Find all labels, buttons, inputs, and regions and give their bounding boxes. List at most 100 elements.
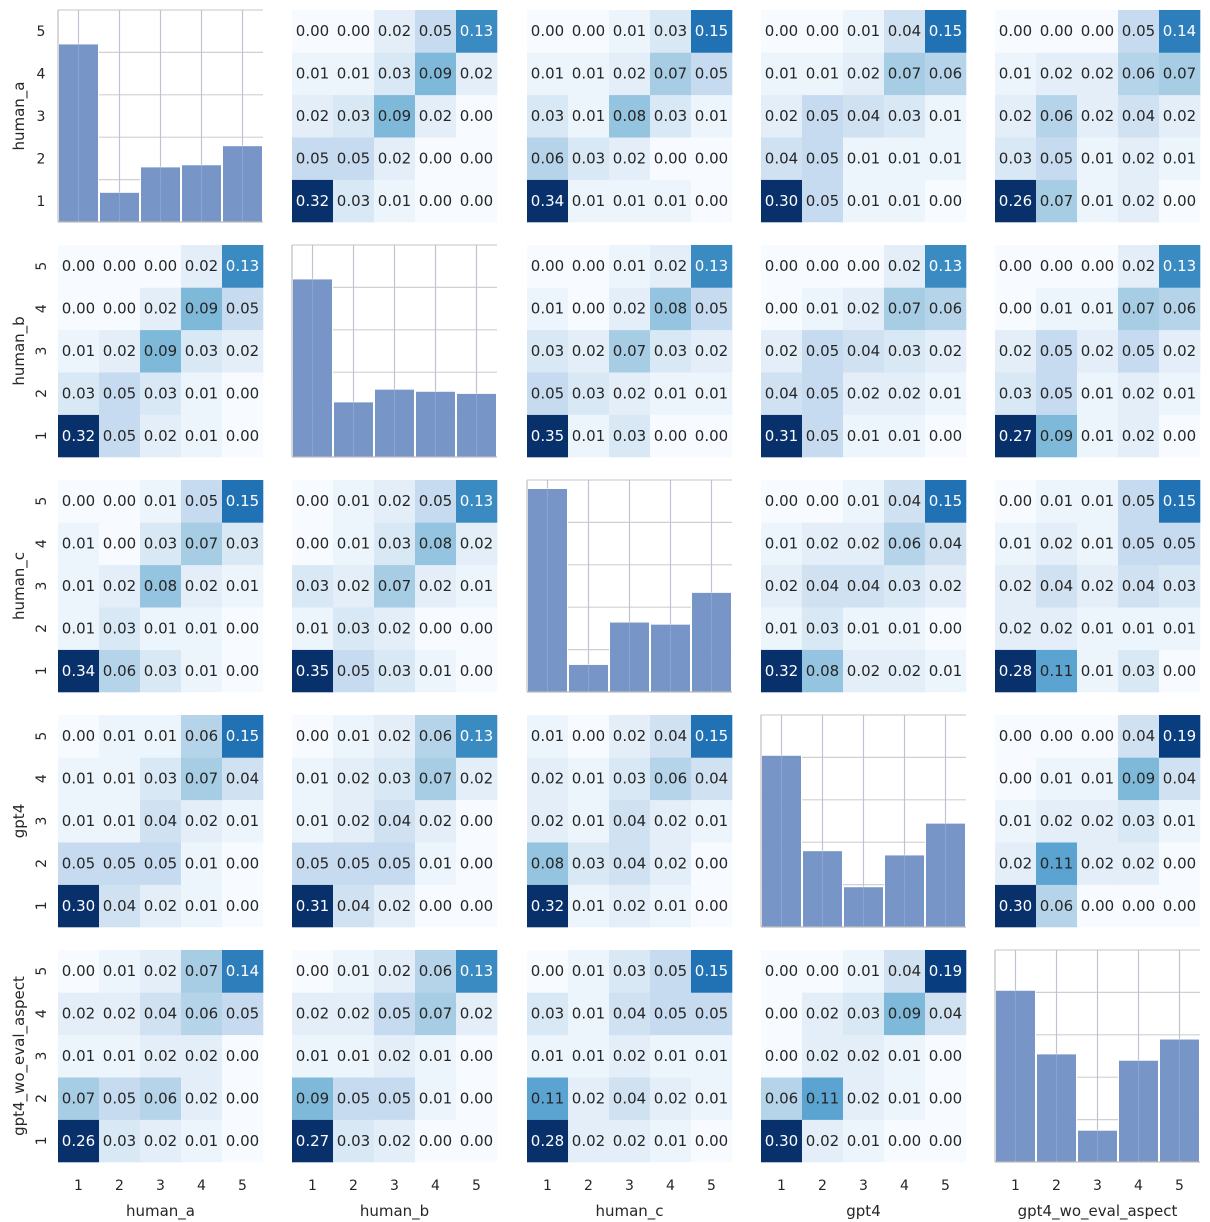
cell-value-label: 0.01 [572, 812, 605, 830]
cell-value-label: 0.00 [1081, 897, 1114, 915]
cell-value-label: 0.00 [460, 1132, 493, 1150]
heatmap-cell-2-4 [415, 1077, 457, 1120]
cell-value-label: 0.03 [888, 107, 921, 125]
heatmap-cell-4-2 [99, 992, 141, 1036]
cell-value-label: 0.00 [62, 492, 95, 510]
cell-value-label: 0.00 [226, 619, 259, 637]
heatmap-cell-3-3 [843, 1034, 885, 1078]
heatmap-cell-5-5 [1159, 10, 1201, 53]
cell-value-label: 0.00 [1163, 662, 1196, 680]
cell-value-label: 0.03 [999, 384, 1032, 402]
cell-value-label: 0.01 [1040, 770, 1073, 788]
heatmap-cell-4-2 [1036, 522, 1078, 566]
cell-value-label: 0.01 [296, 770, 329, 788]
heatmap-cell-1-1 [761, 1119, 803, 1163]
heatmap-cell-3-2 [99, 564, 141, 608]
heatmap-cell-1-2 [802, 179, 844, 223]
cell-value-label: 0.01 [337, 492, 370, 510]
cell-value-label: 0.01 [1081, 427, 1114, 445]
heatmap-cell-3-3 [140, 1034, 182, 1078]
cell-value-label: 0.05 [103, 1089, 136, 1107]
heatmap-cell-5-1 [527, 245, 569, 288]
heatmap-cell-3-2 [99, 799, 141, 843]
cell-value-label: 0.01 [572, 107, 605, 125]
cell-value-label: 0.05 [1040, 149, 1073, 167]
heatmap-cell-4-4 [415, 992, 457, 1036]
cell-value-label: 0.02 [695, 342, 728, 360]
cell-value-label: 0.01 [654, 1047, 687, 1065]
cell-value-label: 0.06 [1163, 300, 1196, 318]
heatmap-cell-2-5 [1159, 842, 1201, 885]
cell-value-label: 0.03 [654, 22, 687, 40]
heatmap-cell-5-1 [995, 715, 1037, 758]
x-tick-label: 2 [584, 1178, 593, 1194]
heatmap-cell-5-1 [58, 480, 100, 523]
heatmap-cell-4-5 [222, 757, 264, 801]
cell-value-label: 0.02 [888, 662, 921, 680]
cell-value-label: 0.01 [531, 1047, 564, 1065]
heatmap-cell-2-2 [802, 372, 844, 415]
heatmap-cell-4-2 [1036, 52, 1078, 96]
cell-value-label: 0.01 [337, 962, 370, 980]
cell-value-label: 0.03 [144, 662, 177, 680]
heatmap-cell-4-5 [456, 757, 498, 801]
heatmap-cell-3-5 [1159, 799, 1201, 843]
heatmap-cell-4-5 [456, 522, 498, 566]
cell-value-label: 0.03 [337, 619, 370, 637]
cell-value-label: 0.01 [531, 300, 564, 318]
cell-value-label: 0.28 [999, 662, 1032, 680]
cell-value-label: 0.00 [296, 535, 329, 553]
cell-value-label: 0.13 [226, 257, 259, 275]
heatmap-cell-3-1 [58, 1034, 100, 1078]
cell-value-label: 0.02 [1081, 107, 1114, 125]
heatmap-cell-2-5 [691, 842, 733, 885]
cell-value-label: 0.02 [378, 897, 411, 915]
panel-gpt4_wo_eval_aspect-vs-gpt4_wo_eval_aspect: 1 2 3 4 5 gpt4_wo_eval_aspect [994, 949, 1200, 1221]
cell-value-label: 0.02 [378, 22, 411, 40]
cell-value-label: 0.00 [929, 1089, 962, 1107]
heatmap-cell-2-1 [292, 1077, 334, 1120]
heatmap-cell-4-3 [374, 522, 416, 566]
cell-value-label: 0.01 [144, 492, 177, 510]
heatmap-cell-4-1 [527, 757, 569, 801]
heatmap-cell-3-3 [140, 564, 182, 608]
cell-value-label: 0.09 [1122, 770, 1155, 788]
cell-value-label: 0.01 [806, 65, 839, 83]
heatmap-cell-3-2 [802, 329, 844, 373]
cell-value-label: 0.07 [1122, 300, 1155, 318]
heatmap-cell-2-2 [99, 1077, 141, 1120]
cell-value-label: 0.00 [695, 192, 728, 210]
y-tick-label: 5 [34, 732, 50, 741]
heatmap-cell-4-2 [1036, 287, 1078, 331]
heatmap-cell-5-5 [1159, 245, 1201, 288]
cell-value-label: 0.00 [999, 22, 1032, 40]
cell-value-label: 0.02 [806, 1047, 839, 1065]
cell-value-label: 0.03 [296, 577, 329, 595]
cell-value-label: 0.00 [999, 770, 1032, 788]
cell-value-label: 0.03 [337, 107, 370, 125]
cell-value-label: 0.08 [144, 577, 177, 595]
cell-value-label: 0.03 [1122, 812, 1155, 830]
cell-value-label: 0.01 [337, 65, 370, 83]
heatmap-cell-2-1 [292, 607, 334, 650]
heatmap-cell-3-4 [1118, 564, 1160, 608]
heatmap-cell-1-1 [527, 179, 569, 223]
x-tick-label: 3 [156, 1178, 165, 1194]
heatmap-cell-2-1 [58, 842, 100, 885]
heatmap-cell-5-4 [650, 10, 692, 53]
heatmap-cell-1-5 [456, 649, 498, 693]
panel-gpt4-vs-gpt4_wo_eval_aspect: 0.30 0.06 0.00 0.00 0.00 0.02 0.11 0.02 0.02 0.00… [995, 715, 1201, 928]
heatmap-cell-3-2 [568, 94, 610, 138]
cell-value-label: 0.01 [765, 535, 798, 553]
heatmap-cell-5-2 [333, 480, 375, 523]
heatmap-cell-3-2 [802, 564, 844, 608]
cell-value-label: 0.01 [695, 1089, 728, 1107]
cell-value-label: 0.06 [419, 962, 452, 980]
heatmap-cell-5-1 [58, 715, 100, 758]
cell-value-label: 0.02 [765, 577, 798, 595]
heatmap-cell-2-2 [568, 842, 610, 885]
cell-value-label: 0.02 [1122, 427, 1155, 445]
heatmap-cell-4-4 [415, 522, 457, 566]
cell-value-label: 0.02 [999, 854, 1032, 872]
x-tick-label: 5 [707, 1178, 716, 1194]
